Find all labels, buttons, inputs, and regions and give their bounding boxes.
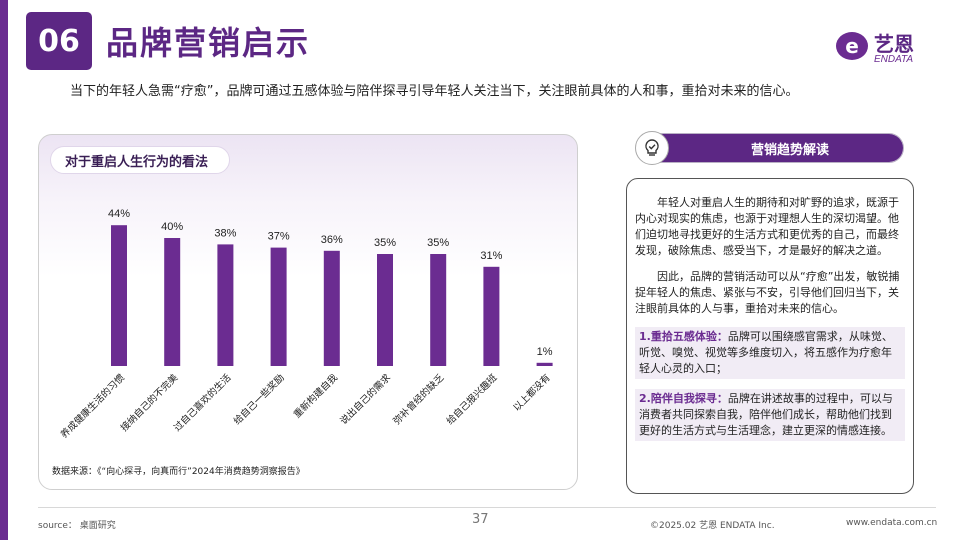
bar-3 [217,244,234,366]
category-label-7: 弥补曾经的缺乏 [391,371,447,427]
category-label-3: 过自己喜欢的生活 [171,371,234,434]
category-label-8: 给自己报兴趣班 [444,371,500,427]
category-label-6: 说出自己的需求 [338,371,394,427]
trend-paragraph-2: 因此，品牌的营销活动可以从“疗愈”出发，敏锐捕捉年轻人的焦虑、紧张与不安，引导他… [635,270,900,315]
trend-point-1-text: 品牌可以围绕感官需求，从味觉、听觉、嗅觉、视觉等多维度切入，将五感作为疗愈年轻人… [639,330,893,375]
bar-9 [536,362,553,366]
bar-1 [111,225,127,366]
section-number: 06 [26,12,92,70]
chart-title: 对于重启人生行为的看法 [50,146,230,174]
bar-8 [483,266,500,366]
bar-7 [430,254,447,366]
bar-chart: 44% 养成健康生活的习惯 40% 接纳自己的不完美 38% 过自己喜欢的生活 37% 给自己… [58,208,553,440]
page-subtitle: 当下的年轻人急需“疗愈”，品牌可通过五感体验与陪伴探寻引导年轻人关注当下，关注眼… [70,84,799,99]
trend-card: 年轻人对重启人生的期待和对旷野的追求，既源于内心对现实的焦虑，也源于对理想人生的… [626,178,914,494]
trend-point-2: 2.陪伴自我探寻：品牌在讲述故事的过程中，可以与消费者共同探索自我，陪伴他们成长… [635,389,905,441]
logo-cn: 艺恩 [874,32,914,56]
category-label-2: 接纳自己的不完美 [118,371,181,434]
logo-mark-icon: e [836,32,868,60]
bar-value-label-6: 35% [374,237,396,249]
category-label-4: 给自己一些奖励 [231,372,287,428]
website-link[interactable]: www.endata.com.cn [846,518,938,528]
bar-value-label-8: 31% [480,250,502,262]
endata-logo: e 艺恩 ENDATA [836,26,936,70]
bar-6 [377,254,393,366]
bar-5 [323,250,340,366]
category-label-9: 以上都没有 [511,372,553,414]
bar-value-label-9: 1% [537,346,553,358]
copyright: ©2025.02 艺恩 ENDATA Inc. [650,521,775,531]
trend-point-1: 1.重拾五感体验：品牌可以围绕感官需求，从味觉、听觉、嗅觉、视觉等多维度切入，将… [635,327,905,379]
category-label-1: 养成健康生活的习惯 [58,371,127,440]
bar-value-label-5: 36% [321,234,343,246]
category-label-5: 重新构建自我 [291,371,340,420]
chart-source-note: 数据来源：《“向心探寻，向真而行”2024年消费趋势洞察报告》 [52,467,305,477]
trend-point-2-text: 品牌在讲述故事的过程中，可以与消费者共同探索自我，陪伴他们成长，帮助他们找到更好… [639,392,893,437]
left-accent-bar [0,0,8,540]
trend-point-2-label: 2.陪伴自我探寻： [639,392,728,405]
bar-value-label-4: 37% [268,231,290,243]
page-title: 品牌营销启示 [106,24,311,62]
trend-header-label: 营销趋势解读 [677,134,903,162]
bar-value-label-2: 40% [161,221,183,233]
footer-divider [38,507,936,508]
bar-4 [270,247,287,366]
bar-value-label-7: 35% [427,237,449,249]
bar-2 [164,238,181,366]
page-number: 37 [472,512,489,527]
trend-header: 营销趋势解读 [635,131,904,165]
trend-paragraph-1: 年轻人对重启人生的期待和对旷野的追求，既源于内心对现实的焦虑，也源于对理想人生的… [635,196,899,257]
trend-point-1-label: 1.重拾五感体验： [639,330,728,343]
bar-value-label-3: 38% [214,227,236,239]
logo-en: ENDATA [874,54,914,65]
footer-source: source： 桌面研究 [38,521,116,531]
lightbulb-check-icon [635,131,669,165]
bar-value-label-1: 44% [108,208,130,220]
